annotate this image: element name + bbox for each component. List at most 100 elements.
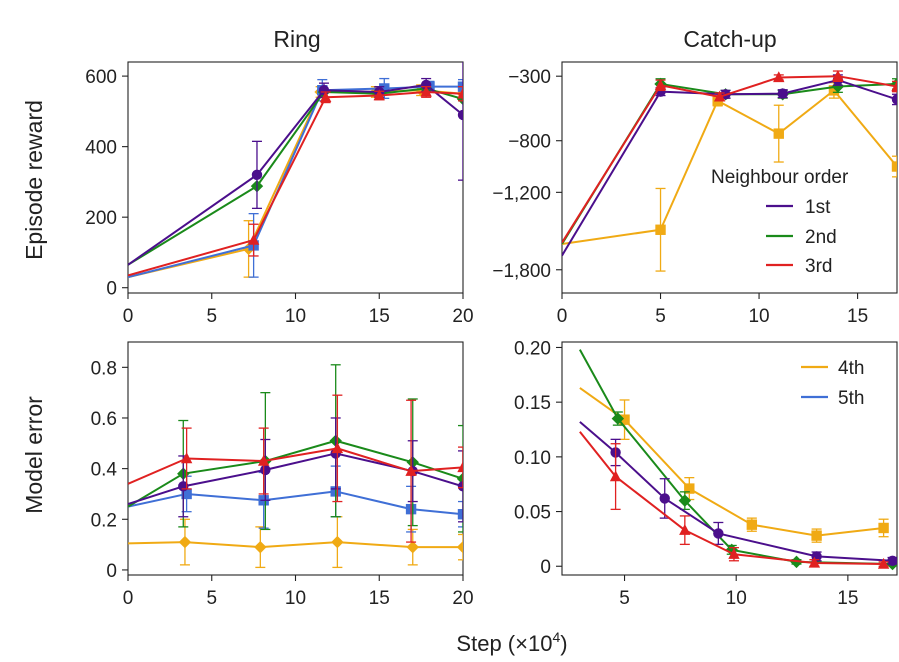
x-tick-label: 15 — [369, 306, 390, 327]
series-4th — [128, 84, 463, 279]
y-tick-label: 0.05 — [514, 503, 551, 524]
series-4th — [128, 516, 463, 569]
legend-label-2nd: 2nd — [805, 227, 837, 248]
point-3rd — [405, 464, 417, 476]
x-tick-label: 5 — [619, 588, 630, 609]
x-tick-label: 0 — [123, 588, 134, 609]
series-line-2nd — [128, 87, 463, 266]
point-3rd — [832, 69, 844, 81]
series-3rd — [562, 69, 897, 244]
point-1st — [251, 169, 263, 181]
series-3rd — [128, 394, 463, 543]
point-4th — [655, 224, 666, 235]
x-axis-label-text: Step (×10 — [456, 631, 552, 656]
legend-label-4th: 4th — [838, 358, 864, 379]
point-1st — [713, 528, 724, 539]
series-3rd — [579, 431, 890, 569]
series-line-4th — [562, 89, 897, 245]
point-3rd — [457, 461, 463, 473]
plot-frame — [127, 61, 464, 294]
point-4th — [619, 414, 630, 425]
row-label-error: Model error — [21, 396, 47, 514]
point-4th — [811, 530, 822, 541]
y-tick-label: 0.2 — [91, 510, 117, 531]
y-tick-label: 0.10 — [514, 448, 551, 469]
col-title-catchup: Catch-up — [683, 26, 776, 52]
y-tick-label: 0.8 — [91, 358, 117, 379]
point-4th — [746, 519, 758, 530]
point-3rd — [728, 548, 740, 559]
x-tick-label: 10 — [726, 588, 747, 609]
series-line-4th — [128, 89, 463, 279]
series-layer — [562, 69, 897, 272]
series-line-1st — [579, 421, 893, 562]
series-line-1st — [128, 452, 463, 506]
x-tick-label: 10 — [285, 588, 306, 609]
x-tick-label: 5 — [655, 306, 666, 327]
legend-label-3rd: 3rd — [805, 256, 832, 277]
series-1st — [562, 74, 897, 257]
point-5th — [181, 488, 192, 500]
point-3rd — [808, 556, 821, 568]
y-tick-label: 0.15 — [514, 393, 551, 414]
series-layer — [578, 349, 897, 571]
legend-neighbour-order: Neighbour order 1st 2nd 3rd — [711, 167, 849, 277]
point-3rd — [180, 452, 193, 464]
legend-title: Neighbour order — [711, 167, 849, 188]
x-axis-label-close: ) — [560, 631, 567, 656]
point-4th — [456, 540, 463, 554]
x-tick-label: 5 — [206, 306, 217, 327]
point-4th — [891, 161, 897, 172]
series-line-2nd — [128, 439, 463, 508]
y-tick-label: −1,800 — [492, 261, 551, 282]
point-2nd — [725, 543, 738, 557]
x-axis-label: Step (×104) — [456, 629, 567, 656]
point-3rd — [247, 233, 260, 245]
point-1st — [659, 493, 670, 504]
series-line-3rd — [579, 431, 884, 566]
point-3rd — [257, 454, 270, 466]
point-3rd — [679, 523, 691, 535]
series-1st — [579, 421, 897, 566]
point-2nd — [678, 494, 692, 507]
point-4th — [254, 540, 267, 554]
y-tick-label: −300 — [508, 67, 551, 88]
point-1st — [887, 555, 897, 566]
point-3rd — [891, 80, 897, 92]
y-tick-label: 600 — [85, 67, 117, 88]
point-4th — [178, 535, 192, 549]
series-2nd — [128, 82, 463, 266]
series-layer — [128, 62, 463, 279]
point-1st — [260, 464, 271, 476]
series-4th — [579, 387, 889, 543]
point-3rd — [457, 87, 463, 99]
point-3rd — [331, 442, 344, 454]
col-title-ring: Ring — [273, 26, 320, 52]
point-1st — [318, 85, 330, 96]
point-3rd — [373, 89, 385, 101]
point-4th — [878, 522, 889, 534]
x-tick-label: 20 — [452, 306, 473, 327]
series-2nd — [578, 349, 897, 571]
point-1st — [457, 109, 463, 121]
point-3rd — [609, 470, 622, 482]
y-tick-label: 0 — [540, 557, 551, 578]
panel-catchup-reward: 0 5 10 15 −300 −800 −1,200 −1,800 — [492, 61, 898, 327]
y-tick-label: 0.6 — [91, 409, 117, 430]
plot-frame — [561, 341, 898, 576]
series-line-3rd — [562, 75, 897, 244]
x-tick-label: 20 — [452, 588, 473, 609]
point-3rd — [319, 91, 332, 102]
legend-label-1st: 1st — [805, 197, 831, 218]
point-4th — [773, 128, 784, 139]
series-line-5th — [128, 85, 463, 279]
point-5th — [457, 509, 463, 520]
panel-ring-error: 0 5 10 15 20 0 0.2 0.4 0.6 0.8 — [91, 341, 474, 609]
point-1st — [420, 79, 432, 91]
point-1st — [891, 94, 897, 105]
series-3rd — [128, 85, 463, 277]
point-3rd — [420, 85, 432, 97]
x-tick-label: 5 — [206, 588, 217, 609]
